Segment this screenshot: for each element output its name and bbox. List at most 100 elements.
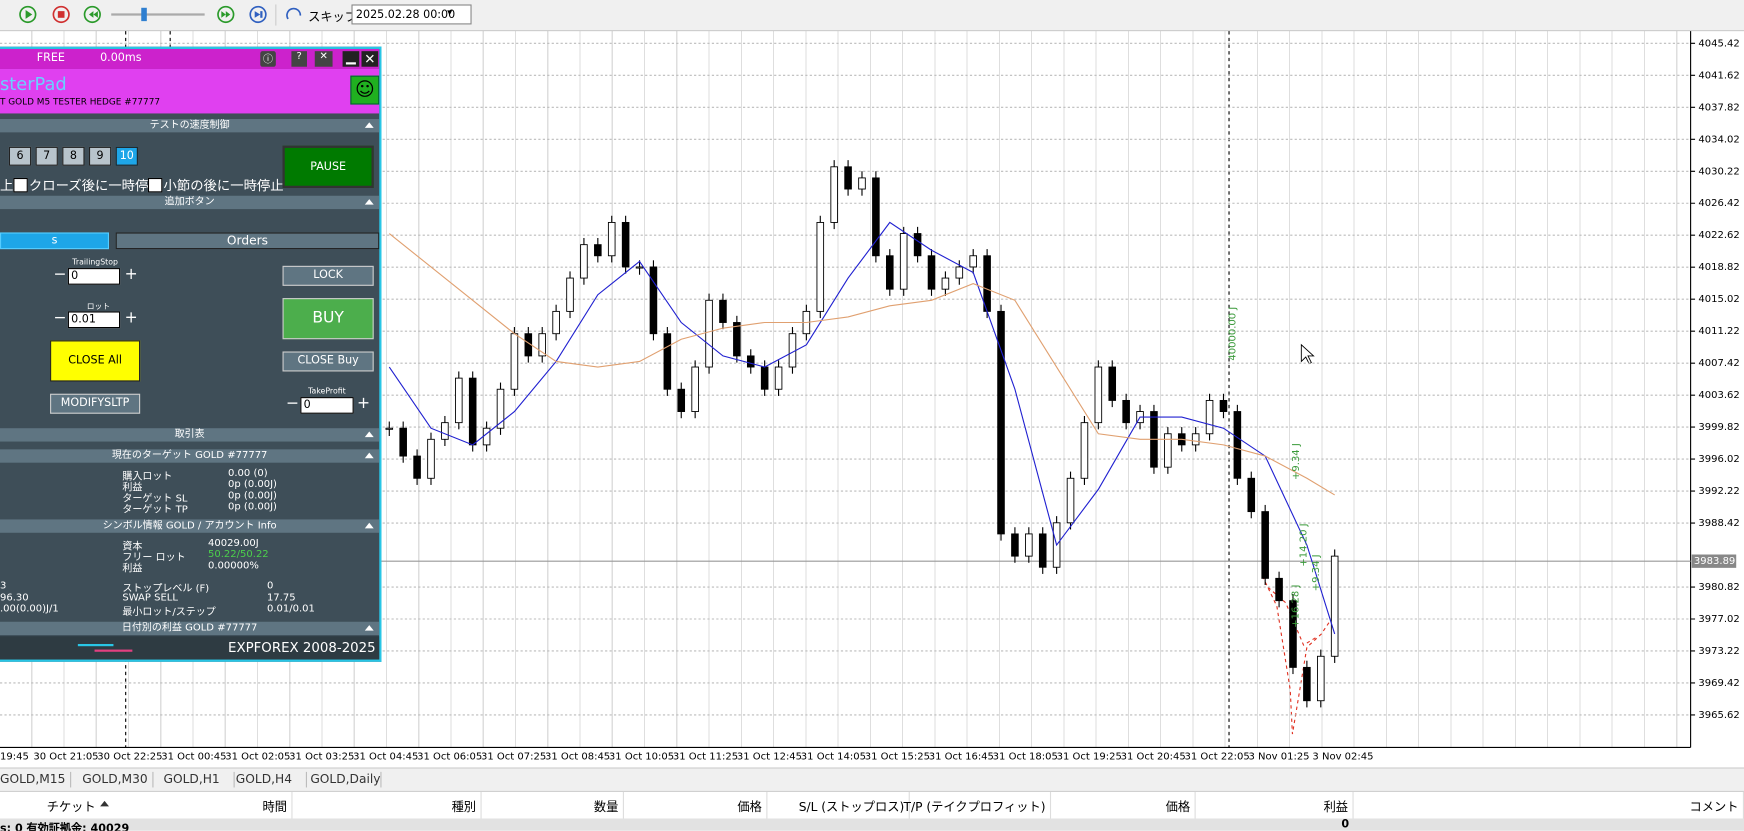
candle-body bbox=[1038, 533, 1047, 568]
candle-body bbox=[552, 310, 560, 335]
close-all-button[interactable]: CLOSE All bbox=[50, 340, 141, 382]
panel-header: sterPad T GOLD M5 TESTER HEDGE #77777 ☺ bbox=[0, 68, 380, 114]
plus-button[interactable]: + bbox=[124, 265, 138, 284]
trade-annotation: +9.34 J bbox=[1291, 443, 1302, 480]
price-chart: 4045.42 4041.62 4037.82 4034.02 4030.22 4026.… bbox=[0, 31, 1740, 762]
slider-thumb[interactable] bbox=[141, 7, 147, 22]
help-icon[interactable]: ? bbox=[291, 51, 307, 67]
lot-input[interactable]: 0.01 bbox=[67, 311, 121, 329]
section-header[interactable]: 現在のターゲット GOLD #77777 bbox=[0, 449, 380, 463]
checkbox[interactable] bbox=[147, 177, 163, 193]
rewind-button[interactable] bbox=[83, 5, 101, 24]
section-header[interactable]: テストの速度制御 bbox=[0, 119, 380, 133]
x-tick-label: 31 Oct 12:45 bbox=[737, 751, 802, 762]
minimize-button[interactable] bbox=[342, 51, 360, 67]
checkbox[interactable] bbox=[13, 177, 28, 193]
candle-body bbox=[413, 455, 421, 479]
column-header[interactable]: コメント bbox=[1689, 799, 1739, 815]
modify-button[interactable]: MODIFYSLTP bbox=[50, 393, 141, 414]
y-tick-label: 3969.42 bbox=[1698, 678, 1739, 689]
end-button[interactable] bbox=[249, 5, 267, 24]
stop-button[interactable] bbox=[52, 5, 70, 24]
speed-button[interactable]: 6 bbox=[8, 146, 32, 166]
speed-button[interactable]: 10 bbox=[115, 146, 138, 166]
x-tick-label: 31 Oct 07:25 bbox=[481, 751, 546, 762]
y-tick-label: 4037.82 bbox=[1698, 102, 1739, 113]
candle-body bbox=[913, 233, 922, 257]
section-header[interactable]: 取引表 bbox=[0, 428, 380, 442]
candle-body bbox=[649, 266, 658, 335]
section-header[interactable]: 日付別の利益 GOLD #77777 bbox=[0, 621, 380, 636]
column-header[interactable]: 利益 bbox=[1323, 799, 1349, 815]
panel-titlebar: FREE 0.00ms ⓘ ? ✕ ✕ bbox=[0, 48, 380, 69]
minus-button[interactable]: − bbox=[285, 394, 299, 413]
tab-separator bbox=[152, 771, 154, 788]
info-icon[interactable]: ⓘ bbox=[260, 51, 276, 67]
column-header[interactable]: 数量 bbox=[593, 799, 619, 815]
close-buy-button[interactable]: CLOSE Buy bbox=[282, 351, 374, 372]
candle-body bbox=[691, 366, 699, 412]
candle-body bbox=[719, 299, 727, 323]
y-tick-label: 4018.82 bbox=[1698, 262, 1739, 273]
date-picker[interactable]: 2025.02.28 00:00 ▾ bbox=[351, 4, 472, 25]
candle-body bbox=[1330, 555, 1339, 657]
symbol-tab[interactable]: GOLD,M15 bbox=[0, 771, 66, 787]
candle-body bbox=[427, 438, 435, 479]
table-summary-row: s: 0 有効証拠金: 40029 0 bbox=[0, 818, 1744, 831]
column-header[interactable]: 価格 bbox=[737, 799, 762, 815]
section-header[interactable]: 追加ボタン bbox=[0, 195, 380, 210]
x-tick-label: 31 Oct 04:45 bbox=[353, 751, 418, 762]
column-header[interactable]: T/P (テイクプロフィット) bbox=[903, 799, 1046, 815]
tp-input[interactable]: 0 bbox=[300, 397, 354, 414]
check-label: クローズ後に一時停止 bbox=[28, 177, 162, 194]
row-value: 0.00 (0) bbox=[228, 468, 268, 480]
column-header[interactable]: S/L (ストップロス) bbox=[798, 799, 905, 815]
x-tick-label: 31 Oct 08:45 bbox=[545, 751, 610, 762]
buy-button[interactable]: BUY bbox=[282, 298, 374, 340]
toolbar-icons bbox=[19, 4, 302, 26]
settings-icon[interactable]: ✕ bbox=[314, 51, 333, 67]
skip-label[interactable]: スキップ bbox=[308, 10, 358, 25]
symbol-tab[interactable]: GOLD,M30 bbox=[82, 771, 148, 787]
candle-body bbox=[594, 244, 602, 257]
y-tick-label: 4011.22 bbox=[1698, 326, 1739, 337]
symbol-tab[interactable]: GOLD,H4 bbox=[235, 771, 293, 787]
column-header[interactable]: 時間 bbox=[262, 799, 287, 815]
tab-active[interactable]: s bbox=[0, 232, 109, 250]
plus-button[interactable]: + bbox=[357, 394, 371, 413]
candle-body bbox=[1303, 666, 1311, 702]
x-tick-label: 30 Oct 22:25 bbox=[97, 751, 162, 762]
lock-button[interactable]: LOCK bbox=[282, 265, 374, 286]
trailing-input[interactable]: 0 bbox=[67, 268, 121, 285]
speed-button[interactable]: 7 bbox=[35, 146, 58, 166]
play-button[interactable] bbox=[19, 5, 37, 24]
column-divider bbox=[1049, 791, 1052, 819]
tab[interactable]: Orders bbox=[115, 232, 380, 250]
symbol-tab[interactable]: GOLD,Daily bbox=[310, 771, 381, 787]
candle-body bbox=[886, 255, 894, 290]
speed-button[interactable]: 9 bbox=[88, 146, 112, 166]
speed-button[interactable]: 8 bbox=[62, 146, 85, 166]
current-price-label: 3983.89 bbox=[1694, 556, 1735, 567]
minus-button[interactable]: − bbox=[53, 265, 67, 284]
candle-body bbox=[899, 233, 908, 290]
plus-button[interactable]: + bbox=[124, 309, 138, 327]
candle-body bbox=[1122, 399, 1130, 424]
pause-button[interactable]: PAUSE bbox=[282, 145, 374, 188]
smiley-indicator: ☺ bbox=[350, 75, 380, 105]
column-header[interactable]: チケット bbox=[46, 799, 96, 815]
footer-text: EXPFOREX 2008-2025 bbox=[228, 639, 376, 656]
candle-body bbox=[607, 221, 616, 257]
row-label: ストップレベル (F) bbox=[122, 583, 210, 596]
column-divider bbox=[1352, 791, 1354, 819]
fast-forward-button[interactable] bbox=[217, 5, 235, 24]
minus-button[interactable]: − bbox=[53, 309, 67, 327]
close-button[interactable]: ✕ bbox=[361, 51, 379, 67]
candle-body bbox=[1317, 655, 1325, 702]
column-header[interactable]: 種別 bbox=[451, 799, 477, 815]
candle-body bbox=[1247, 477, 1256, 513]
trade-line bbox=[1261, 575, 1331, 735]
section-header[interactable]: シンボル情報 GOLD / アカウント Info bbox=[0, 519, 380, 533]
column-header[interactable]: 価格 bbox=[1165, 799, 1191, 815]
symbol-tab[interactable]: GOLD,H1 bbox=[163, 771, 220, 787]
